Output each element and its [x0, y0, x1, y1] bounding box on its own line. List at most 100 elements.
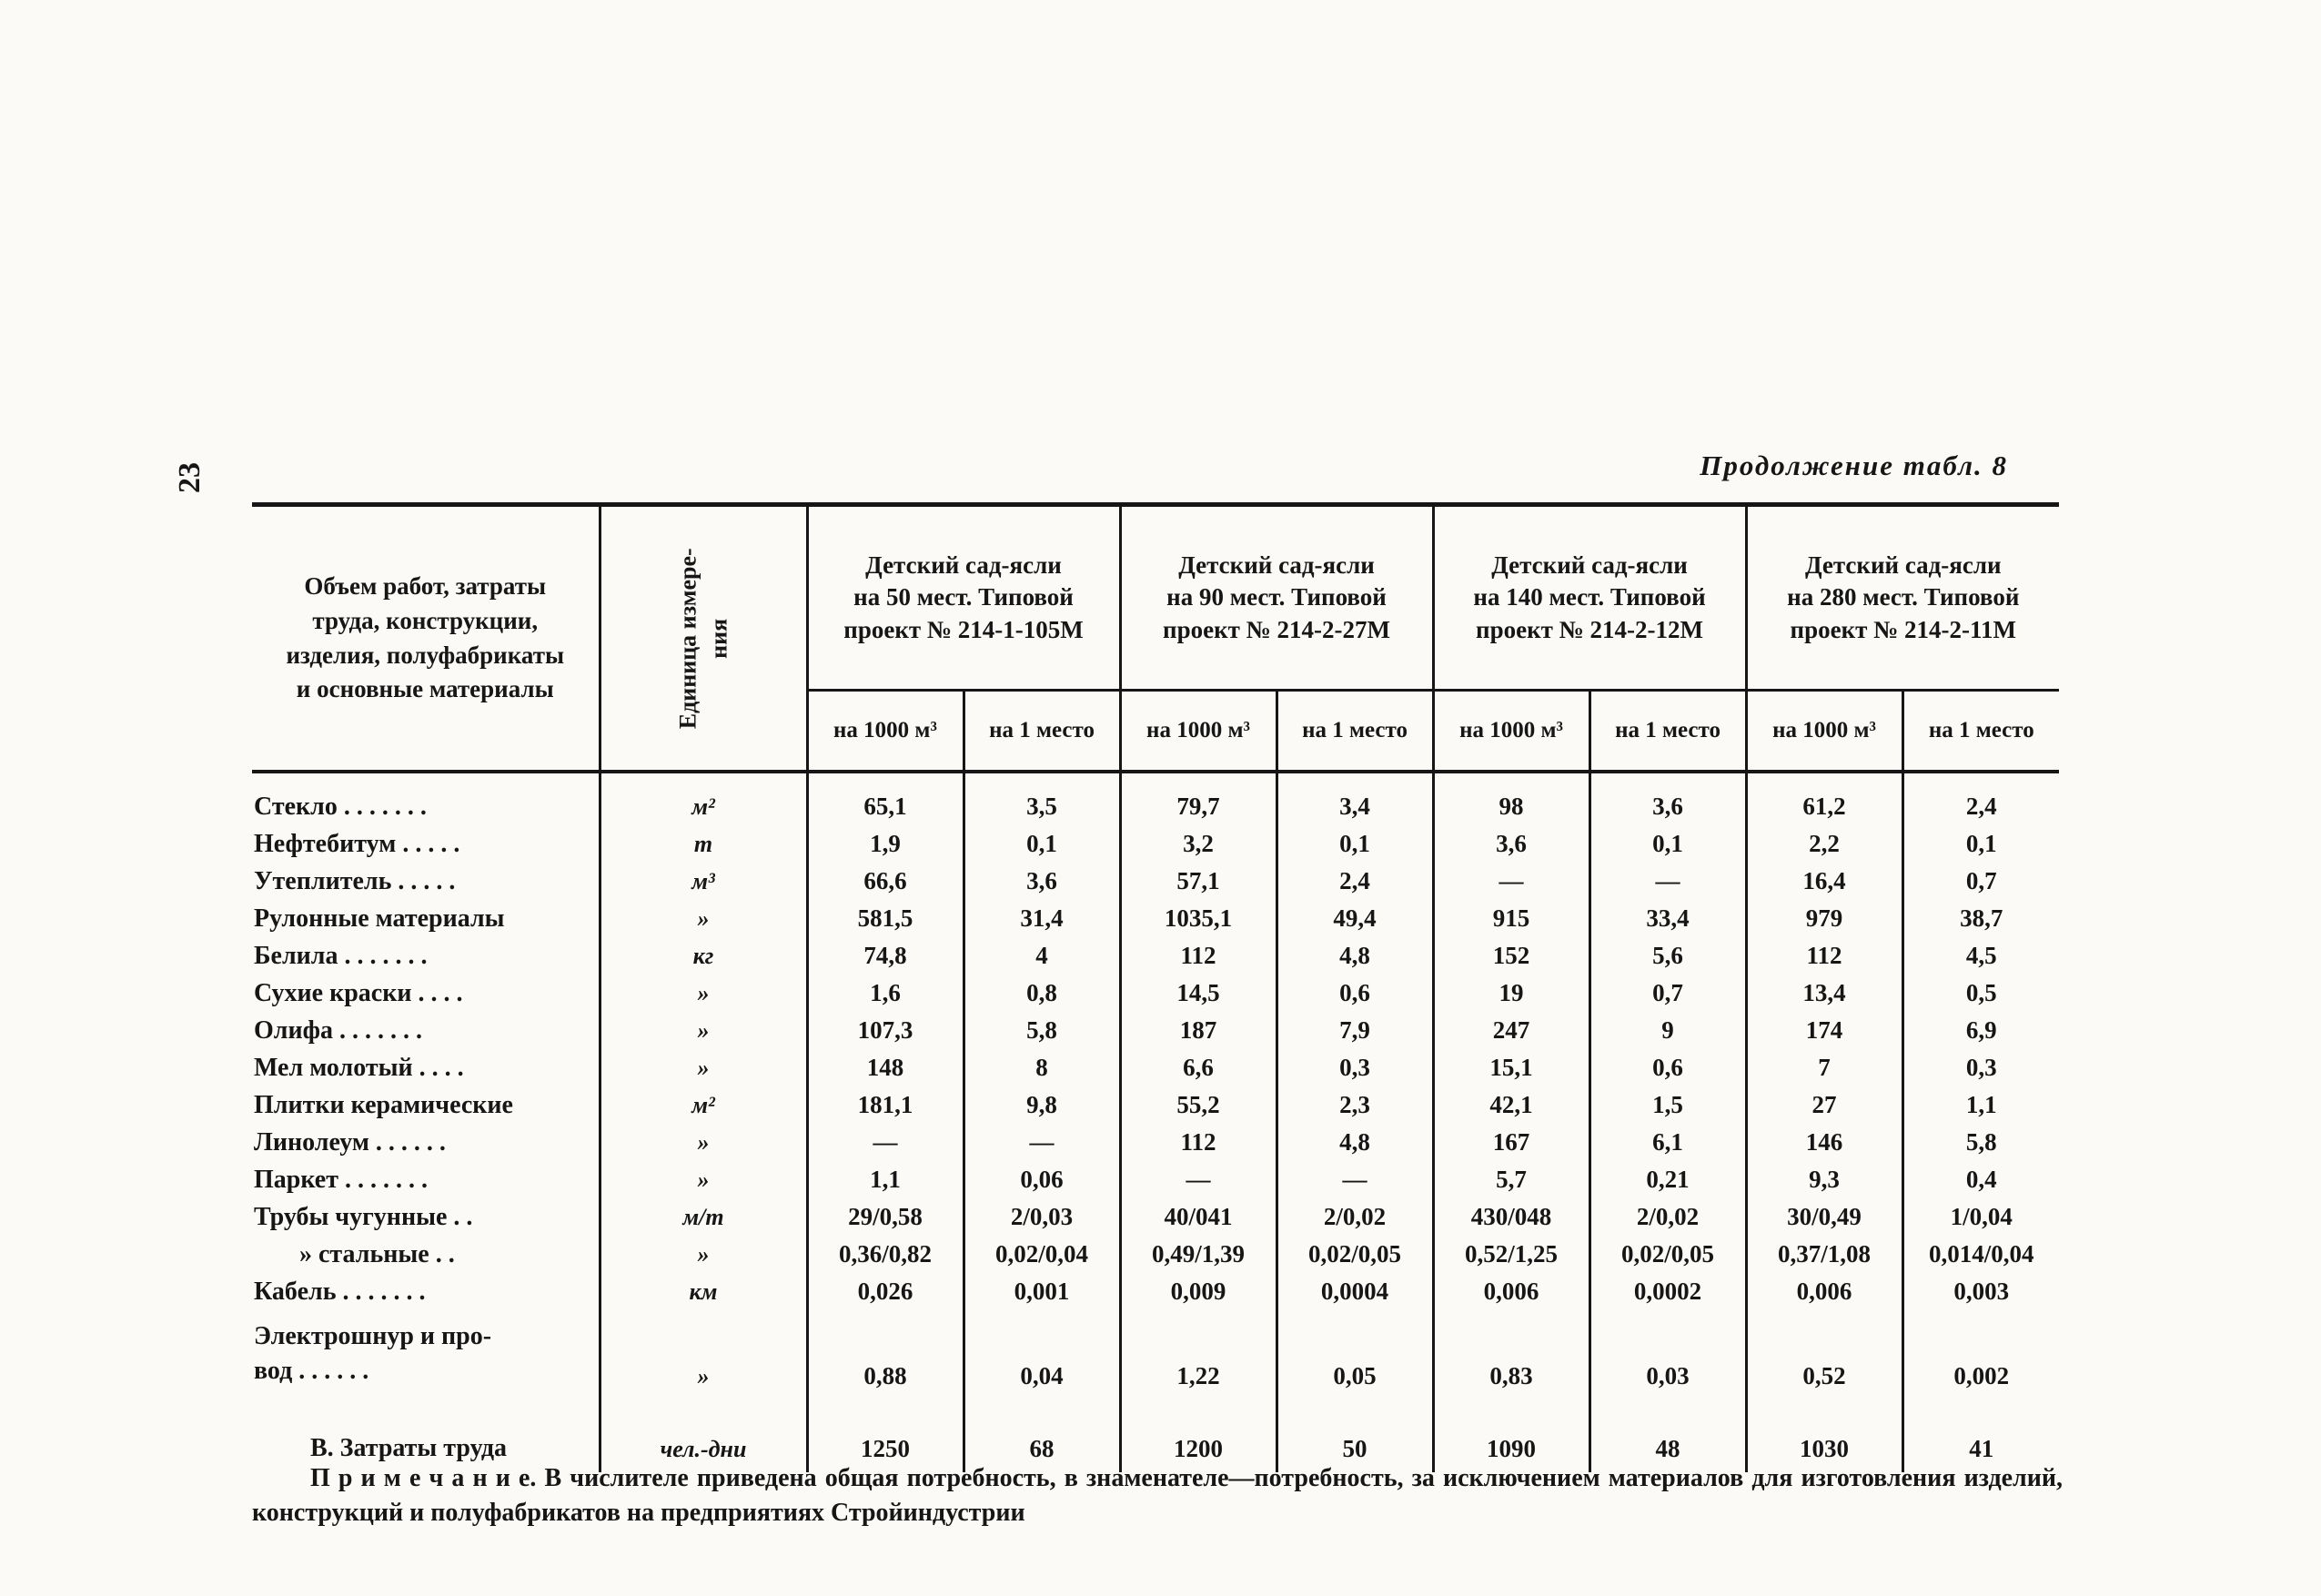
cell: 66,6 — [805, 863, 965, 900]
table-row-sukhie-kraski: Сухие краски . . . . » 1,6 0,8 14,5 0,6 … — [252, 975, 2060, 1012]
table-header-row-groups: Объем работ, затраты труда, конструкции,… — [252, 504, 2060, 773]
footnote-text: В числителе приведена общая потребность,… — [252, 1464, 2064, 1527]
cell: 48 — [1588, 1394, 1748, 1472]
cell: 1,22 — [1118, 1310, 1278, 1394]
cell: 42,1 — [1431, 1086, 1591, 1124]
table-row-elektroshnur: Электрошнур и про- вод . . . . . . » 0,8… — [252, 1310, 2060, 1394]
table-row-steklo: Стекло . . . . . . . м² 65,1 3,5 79,7 3,… — [252, 772, 2060, 825]
cell: 0,52 — [1744, 1310, 1904, 1394]
row-unit: » — [598, 1124, 809, 1161]
cell: 98 — [1431, 772, 1591, 825]
row-name: Стекло . . . . . . . — [252, 772, 601, 825]
cell: 61,2 — [1744, 772, 1904, 825]
subheader-280-per-place: на 1 место — [1901, 690, 2060, 773]
subheader-50-per-place: на 1 место — [962, 690, 1122, 773]
row-name: Трубы чугунные . . — [252, 1198, 601, 1236]
row-unit: » — [598, 1049, 809, 1086]
row-name: Мел молотый . . . . — [252, 1049, 601, 1086]
footnote-label: П р и м е ч а н и е. — [310, 1464, 537, 1492]
cell: 0,6 — [1275, 975, 1435, 1012]
cell: 40/041 — [1118, 1198, 1278, 1236]
cell: 0,21 — [1588, 1161, 1748, 1198]
cell: 0,014/0,04 — [1901, 1236, 2060, 1273]
cell: 2/0,02 — [1275, 1198, 1435, 1236]
table-header: Объем работ, затраты труда, конструкции,… — [252, 504, 2060, 773]
cell: 0,1 — [1275, 825, 1435, 863]
cell: 0,37/1,08 — [1744, 1236, 1904, 1273]
cell: 0,002 — [1901, 1310, 2060, 1394]
cell: 174 — [1744, 1012, 1904, 1049]
table-row-belila: Белила . . . . . . . кг 74,8 4 112 4,8 1… — [252, 937, 2060, 975]
subheader-90-per-place: на 1 место — [1275, 690, 1435, 773]
cell: 27 — [1744, 1086, 1904, 1124]
unit-header-rotated-text: Единица измере-ния — [672, 548, 734, 729]
cell: 5,8 — [1901, 1124, 2060, 1161]
cell: 0,026 — [805, 1273, 965, 1310]
cell: 915 — [1431, 900, 1591, 937]
cell: 0,36/0,82 — [805, 1236, 965, 1273]
row-unit: м² — [598, 772, 809, 825]
cell: 0,7 — [1588, 975, 1748, 1012]
cell: — — [1275, 1161, 1435, 1198]
cell: 7 — [1744, 1049, 1904, 1086]
cell: 167 — [1431, 1124, 1591, 1161]
cell: 33,4 — [1588, 900, 1748, 937]
cell: 1,1 — [1901, 1086, 2060, 1124]
cell: 0,52/1,25 — [1431, 1236, 1591, 1273]
cell: 979 — [1744, 900, 1904, 937]
cell: 3,2 — [1118, 825, 1278, 863]
group-header-90-text: Детский сад-ясли на 90 мест. Типовой про… — [1163, 551, 1391, 643]
table-row-rulonnye-materialy: Рулонные материалы » 581,5 31,4 1035,1 4… — [252, 900, 2060, 937]
cell: 1/0,04 — [1901, 1198, 2060, 1236]
cell: 31,4 — [962, 900, 1122, 937]
cell: 0,1 — [1901, 825, 2060, 863]
cell: 4,8 — [1275, 937, 1435, 975]
cell: 15,1 — [1431, 1049, 1591, 1086]
cell: 0,3 — [1901, 1049, 2060, 1086]
unit-header-line2: ния — [704, 618, 732, 659]
row-unit: чел.-дни — [598, 1394, 809, 1472]
cell: 3,4 — [1275, 772, 1435, 825]
cell: 0,03 — [1588, 1310, 1748, 1394]
cell: 148 — [805, 1049, 965, 1086]
cell: 181,1 — [805, 1086, 965, 1124]
cell: 3,6 — [962, 863, 1122, 900]
row-unit: м² — [598, 1086, 809, 1124]
cell: 581,5 — [805, 900, 965, 937]
cell: 14,5 — [1118, 975, 1278, 1012]
cell: 7,9 — [1275, 1012, 1435, 1049]
table-row-mel-molotyi: Мел молотый . . . . » 148 8 6,6 0,3 15,1… — [252, 1049, 2060, 1086]
cell: 0,003 — [1901, 1273, 2060, 1310]
subheader-140-per-place: на 1 место — [1588, 690, 1748, 773]
row-name: Утеплитель . . . . . — [252, 863, 601, 900]
subheader-280-per-1000m3: на 1000 м³ — [1744, 690, 1904, 773]
subheader-140-per-1000m3: на 1000 м³ — [1431, 690, 1591, 773]
cell: 2,3 — [1275, 1086, 1435, 1124]
cell: 0,02/0,05 — [1275, 1236, 1435, 1273]
cell: 1,6 — [805, 975, 965, 1012]
cell: 6,6 — [1118, 1049, 1278, 1086]
row-unit: м/т — [598, 1198, 809, 1236]
table-row-uteplitel: Утеплитель . . . . . м³ 66,6 3,6 57,1 2,… — [252, 863, 2060, 900]
cell: 5,8 — [962, 1012, 1122, 1049]
row-unit: » — [598, 1310, 809, 1394]
cell: 2/0,02 — [1588, 1198, 1748, 1236]
group-header-50-mest: Детский сад-ясли на 50 мест. Типовой про… — [805, 504, 1122, 692]
cell: 1035,1 — [1118, 900, 1278, 937]
cell: 65,1 — [805, 772, 965, 825]
cell: — — [805, 1124, 965, 1161]
row-unit: » — [598, 1012, 809, 1049]
cell: 0,8 — [962, 975, 1122, 1012]
table-continuation-caption: Продолжение табл. 8 — [1700, 450, 2008, 481]
cell: 0,1 — [962, 825, 1122, 863]
cell: 2,4 — [1901, 772, 2060, 825]
cell: 187 — [1118, 1012, 1278, 1049]
table-row-linoleum: Линолеум . . . . . . » — — 112 4,8 167 6… — [252, 1124, 2060, 1161]
row-name: Сухие краски . . . . — [252, 975, 601, 1012]
cell: 2,2 — [1744, 825, 1904, 863]
cell: 3,5 — [962, 772, 1122, 825]
page-number: 23 — [173, 462, 207, 493]
cell: 247 — [1431, 1012, 1591, 1049]
cell: 0,5 — [1901, 975, 2060, 1012]
row-name: Электрошнур и про- вод . . . . . . — [252, 1310, 601, 1394]
